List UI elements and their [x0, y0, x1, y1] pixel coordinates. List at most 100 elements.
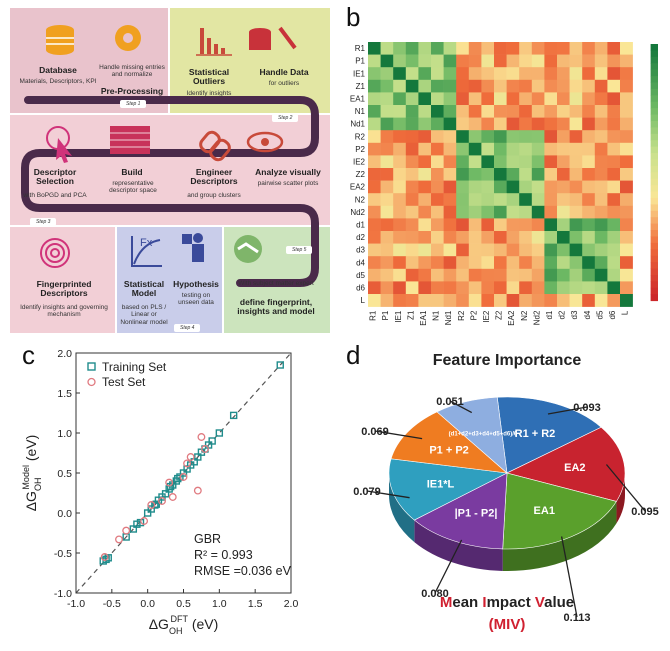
- heatmap-cell: [519, 231, 533, 244]
- heatmap-cell: [443, 180, 457, 194]
- heatmap-cell: [506, 117, 520, 131]
- miv-abbr: (MIV): [489, 616, 526, 633]
- heatmap-cell: [506, 130, 520, 144]
- heatmap-col-label: R2: [457, 310, 466, 321]
- heatmap-cell: [582, 168, 596, 181]
- heatmap-cell: [418, 281, 432, 295]
- pie-slice: [502, 472, 617, 550]
- heatmap-cell: [405, 256, 419, 270]
- heatmap-cell: [368, 205, 381, 219]
- heatmap-cell: [380, 243, 394, 257]
- heatmap-cell: [582, 117, 596, 131]
- heatmap-cell: [431, 243, 444, 257]
- heatmap-cell: [519, 79, 533, 93]
- heatmap-cell: [393, 42, 407, 55]
- heatmap-cell: [405, 168, 419, 181]
- heatmap-cell: [456, 218, 470, 232]
- heatmap-cell: [531, 218, 545, 232]
- heatmap-cell: [468, 42, 482, 55]
- pie-slice-side: [616, 473, 625, 524]
- heatmap-cell: [557, 142, 570, 156]
- heatmap-cell: [431, 205, 444, 219]
- heatmap-cell: [620, 105, 633, 118]
- heatmap-cell: [506, 92, 520, 106]
- heatmap-cell: [368, 105, 381, 118]
- heatmap-cell: [380, 218, 394, 232]
- heatmap-cell: [393, 130, 407, 144]
- heatmap-cell: [468, 193, 482, 207]
- step-3-label: Step 3: [30, 218, 57, 226]
- pie-slice-label: EA1: [534, 505, 555, 517]
- heatmap-cell: [443, 256, 457, 270]
- tile-title-analyze-visually: Analyze visually: [255, 167, 321, 177]
- heatmap-cell: [569, 218, 583, 232]
- heatmap-cell: [368, 79, 381, 93]
- miv-title-part: I: [482, 594, 486, 611]
- heatmap-cell: [607, 105, 621, 118]
- heatmap-cell: [494, 168, 507, 181]
- heatmap-cell: [620, 268, 633, 282]
- heatmap-cell: [443, 42, 457, 55]
- step-2-label: Step 2: [272, 114, 299, 122]
- heatmap-cell: [544, 105, 558, 118]
- heatmap-cell: [380, 294, 394, 307]
- heatmap-cell: [368, 142, 381, 156]
- callout-line: [374, 430, 423, 440]
- panel-label-c: c: [22, 340, 35, 370]
- heatmap-cell: [519, 218, 533, 232]
- heatmap-cell: [380, 155, 394, 169]
- heatmap-cell: [594, 193, 608, 207]
- heatmap-cell: [418, 205, 432, 219]
- heatmap-row-label: IE2: [353, 157, 366, 166]
- colorbar-segment: [650, 108, 658, 116]
- heatmap-cell: [594, 92, 608, 106]
- heatmap-cell: [544, 79, 558, 93]
- heatmap-cell: [443, 193, 457, 207]
- heatmap-cell: [557, 54, 570, 68]
- heatmap-cell: [557, 92, 570, 106]
- heatmap-cell: [494, 54, 507, 68]
- heatmap-cell: [607, 256, 621, 270]
- colorbar-segment: [650, 153, 658, 160]
- heatmap-row-label: L: [361, 296, 366, 305]
- pie-value-label: 0.113: [564, 612, 591, 624]
- heatmap-cell: [519, 92, 533, 106]
- heatmap-col-label: Z2: [495, 310, 504, 320]
- heatmap-cell: [468, 268, 482, 282]
- colorbar-segment: [650, 230, 658, 237]
- stat-annotation: RMSE =0.036 eV: [194, 564, 292, 578]
- heatmap-cell: [393, 79, 407, 93]
- heatmap-cell: [418, 42, 432, 55]
- heatmap-cell: [393, 294, 407, 307]
- pie-title: Feature Importance: [433, 352, 582, 369]
- heatmap-cell: [506, 218, 520, 232]
- training-point: [215, 429, 224, 437]
- heatmap-cell: [594, 180, 608, 194]
- heatmap-cell: [456, 155, 470, 169]
- colorbar-segment: [650, 255, 658, 263]
- tile-sub-handle-data: for outliers: [268, 80, 300, 87]
- heatmap-cell: [393, 142, 407, 156]
- heatmap-cell: [405, 142, 419, 156]
- heatmap-cell: [456, 205, 470, 219]
- heatmap-cell: [506, 243, 520, 257]
- heatmap-cell: [443, 168, 457, 181]
- heatmap-cell: [620, 42, 633, 55]
- heatmap-cell: [431, 79, 444, 93]
- heatmap-cell: [393, 155, 407, 169]
- test-point: [193, 486, 202, 495]
- heatmap-cell: [607, 168, 621, 181]
- heatmap-cell: [418, 130, 432, 144]
- heatmap-cell: [494, 105, 507, 118]
- heatmap-cell: [569, 105, 583, 118]
- heatmap-cell: [405, 180, 419, 194]
- heatmap-cell: [468, 105, 482, 118]
- heatmap-cell: [531, 79, 545, 93]
- heatmap-cell: [544, 130, 558, 144]
- heatmap-cell: [456, 294, 470, 307]
- workflow-diagram: Fx Database Materials, Descriptors, KPI …: [10, 8, 330, 333]
- heatmap-cell: [405, 79, 419, 93]
- heatmap-cell: [456, 79, 470, 93]
- heatmap-cell: [569, 268, 583, 282]
- heatmap-cell: [431, 256, 444, 270]
